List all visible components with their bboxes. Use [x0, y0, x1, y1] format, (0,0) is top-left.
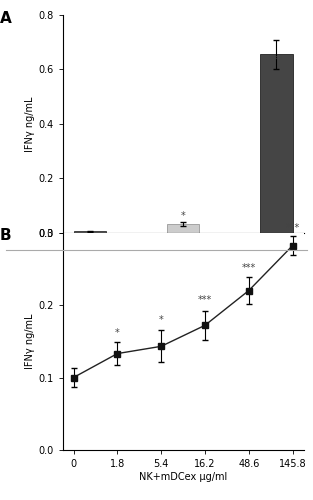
- Text: *: *: [159, 316, 164, 326]
- Text: ***: ***: [285, 223, 300, 233]
- Text: *: *: [115, 328, 120, 338]
- Text: A: A: [0, 10, 12, 26]
- X-axis label: NK+mDCex μg/ml: NK+mDCex μg/ml: [139, 472, 227, 482]
- Bar: [167, 224, 199, 232]
- Y-axis label: IFNγ ng/mL: IFNγ ng/mL: [25, 314, 35, 369]
- Text: ***: ***: [269, 56, 284, 66]
- Text: ***: ***: [242, 263, 256, 273]
- Y-axis label: IFNγ ng/mL: IFNγ ng/mL: [25, 96, 35, 152]
- Text: *: *: [181, 211, 186, 221]
- Text: ***: ***: [198, 295, 212, 305]
- Text: B: B: [0, 228, 12, 243]
- Bar: [260, 54, 293, 233]
